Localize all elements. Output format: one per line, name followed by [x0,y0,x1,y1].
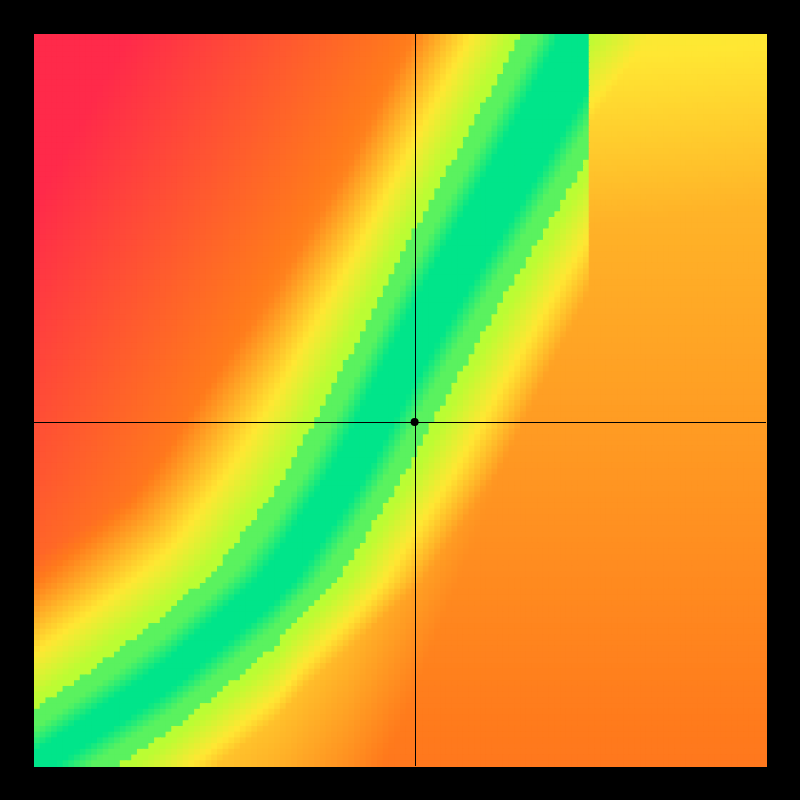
bottleneck-heatmap [0,0,800,800]
